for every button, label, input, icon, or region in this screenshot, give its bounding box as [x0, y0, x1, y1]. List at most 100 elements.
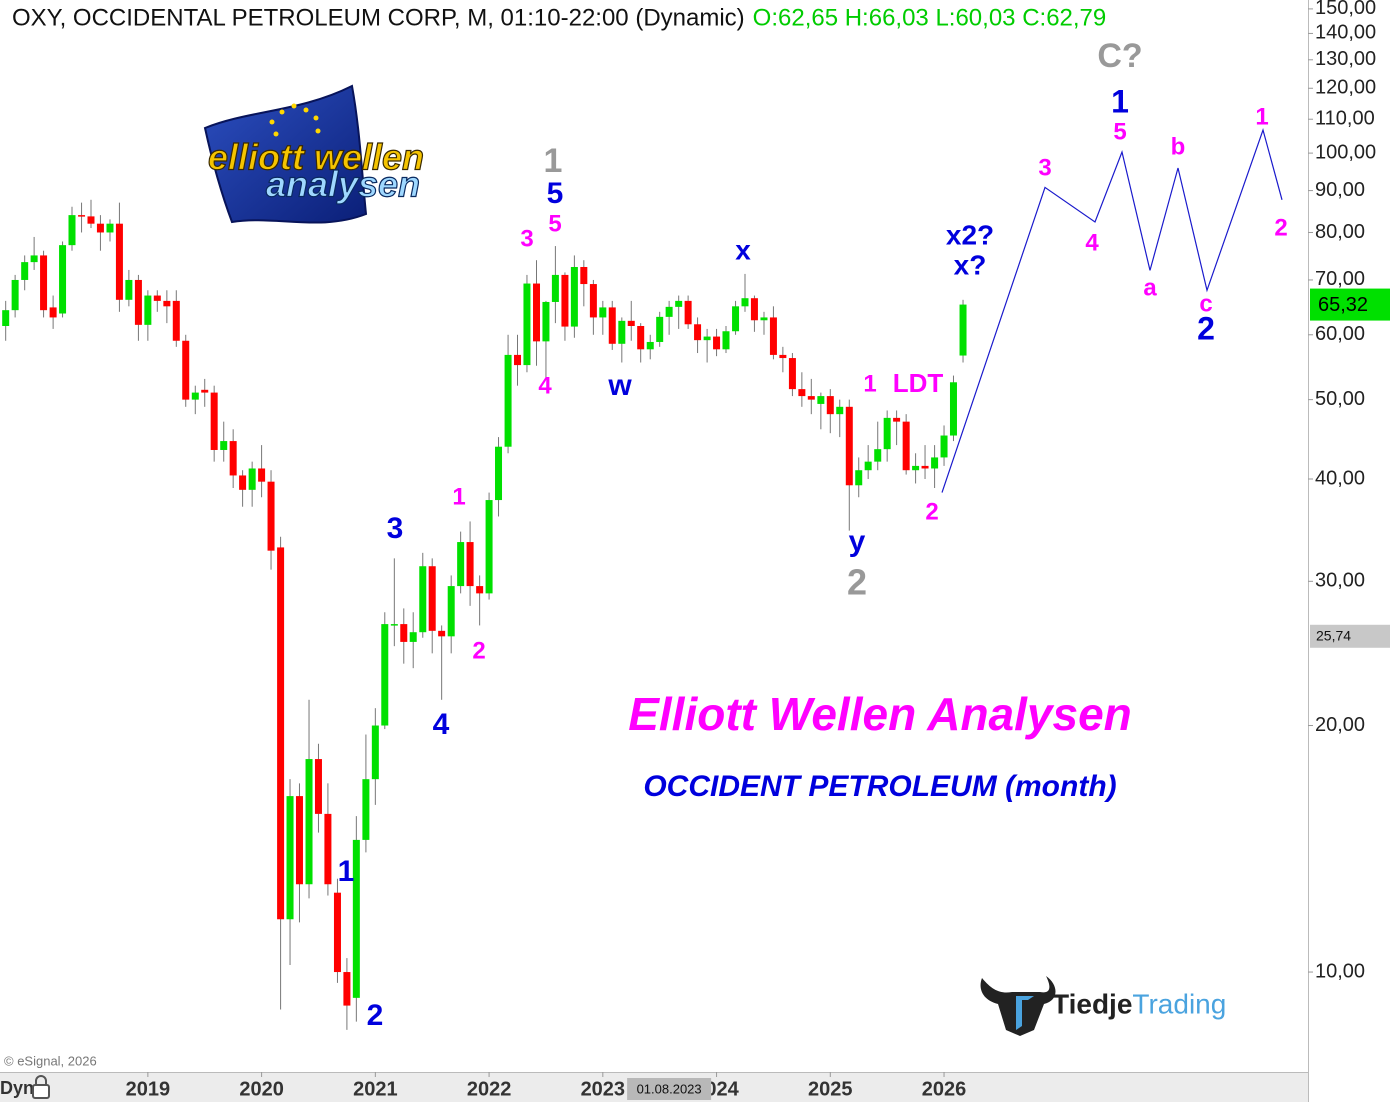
candle-body: [675, 300, 683, 307]
candle-body: [495, 446, 503, 501]
candle-body: [125, 279, 133, 300]
candle-body: [115, 223, 123, 300]
candle-body: [807, 396, 815, 400]
wave-label: w: [607, 369, 632, 402]
y-tick-label: 70,00: [1315, 268, 1365, 290]
wave-label: 3: [387, 512, 404, 545]
candle-body: [153, 295, 161, 301]
overlay: 10,00 20,00 30,00 40,00 50,00 60,00 70,00 80,00…: [126, 0, 1390, 1100]
wave-label: 1: [863, 370, 876, 397]
candle-body: [96, 223, 104, 233]
y-tick-label: 50,00: [1315, 388, 1365, 410]
candle-body: [589, 284, 597, 318]
crosshair-date-label: 01.08.2023: [637, 1081, 702, 1096]
y-tick-label: 20,00: [1315, 714, 1365, 736]
candle-body: [912, 465, 920, 471]
candle-body: [229, 441, 237, 476]
candle-body: [523, 283, 531, 366]
wave-label: a: [1143, 274, 1157, 301]
wave-label: 4: [1085, 229, 1099, 256]
candle-body: [87, 216, 95, 224]
wave-label: 2: [367, 999, 384, 1032]
candle-body: [845, 406, 853, 486]
wave-label: 5: [547, 177, 564, 210]
y-tick-label: 80,00: [1315, 221, 1365, 243]
crosshair-price-label: 25,74: [1316, 627, 1351, 643]
chart-title: OXY, OCCIDENTAL PETROLEUM CORP, M, 01:10…: [12, 4, 745, 31]
candle-body: [258, 468, 266, 482]
wave-label: 1: [1255, 103, 1268, 130]
candle-body: [78, 215, 86, 217]
candle-body: [921, 465, 929, 469]
candle-body: [49, 307, 57, 318]
logo-text: analysen: [266, 164, 420, 205]
ohlc-legend: O:62,65 H:66,03 L:60,03 C:62,79: [753, 4, 1107, 31]
wave-label: 2: [1197, 310, 1215, 346]
candle-body: [40, 255, 48, 311]
candle-body: [864, 461, 872, 471]
y-tick-label: 100,00: [1315, 141, 1376, 163]
candle-body: [400, 624, 408, 642]
y-tick-label: 130,00: [1315, 48, 1376, 70]
candle-body: [570, 266, 578, 327]
candle-body: [409, 632, 417, 642]
y-tick-label: 90,00: [1315, 179, 1365, 201]
candle-body: [144, 295, 152, 325]
y-tick-label: 30,00: [1315, 570, 1365, 592]
candle-body: [428, 566, 436, 631]
candle-body: [21, 262, 29, 280]
candle-body: [722, 331, 730, 350]
candle-body: [599, 307, 607, 318]
candle-body: [2, 310, 10, 327]
lock-icon[interactable]: [32, 1075, 50, 1099]
logo-stars: [269, 103, 321, 137]
wave-label: 2: [1274, 214, 1287, 241]
candle-body: [883, 417, 891, 450]
candle-body: [352, 839, 360, 998]
candle-body: [836, 406, 844, 415]
candle-body: [239, 475, 247, 490]
wave-label: x: [735, 234, 751, 265]
wave-label: b: [1171, 133, 1186, 160]
brand-name: Tiedje: [1052, 988, 1132, 1019]
candle-body: [314, 759, 322, 814]
last-price-label: 65,32: [1318, 294, 1368, 316]
candle-body: [798, 389, 806, 397]
projection-line: [941, 127, 1283, 493]
candle-body: [949, 382, 957, 436]
candle-body: [608, 307, 616, 344]
candle-body: [694, 324, 702, 341]
copyright: © eSignal, 2026: [4, 1053, 97, 1068]
candle-body: [779, 354, 787, 359]
candle-body: [561, 274, 569, 327]
candle-body: [627, 320, 635, 327]
candle-body: [580, 266, 588, 285]
candle-body: [817, 396, 825, 404]
candle-body: [466, 542, 474, 587]
candle-body: [248, 468, 256, 490]
candle-body: [59, 245, 67, 314]
logo-text: elliott wellen: [208, 137, 424, 178]
crosshair-date-tag: [627, 1078, 712, 1100]
candle-body: [191, 392, 199, 400]
x-tick-label: 2022: [467, 1078, 512, 1100]
candle-body: [457, 542, 465, 587]
x-tick-label: 2026: [922, 1078, 967, 1100]
candle-body: [11, 279, 19, 311]
wave-label: LDT: [893, 368, 944, 398]
candle-body: [172, 300, 180, 341]
x-tick-label: 2025: [808, 1078, 853, 1100]
y-tick-label: 150,00: [1315, 0, 1376, 19]
candle-body: [286, 796, 294, 920]
brand-icon-mark: [1016, 996, 1034, 1030]
wave-label: 4: [433, 708, 450, 741]
brand-logo: Tiedje Trading: [980, 976, 1226, 1036]
candle-body: [874, 449, 882, 462]
candle-body: [703, 336, 711, 341]
x-tick-label: 2020: [239, 1078, 284, 1100]
subtitle: OCCIDENT PETROLEUM (month): [643, 770, 1116, 803]
candle-body: [533, 283, 541, 342]
candle-body: [769, 317, 777, 355]
y-tick-label: 110,00: [1315, 107, 1375, 129]
